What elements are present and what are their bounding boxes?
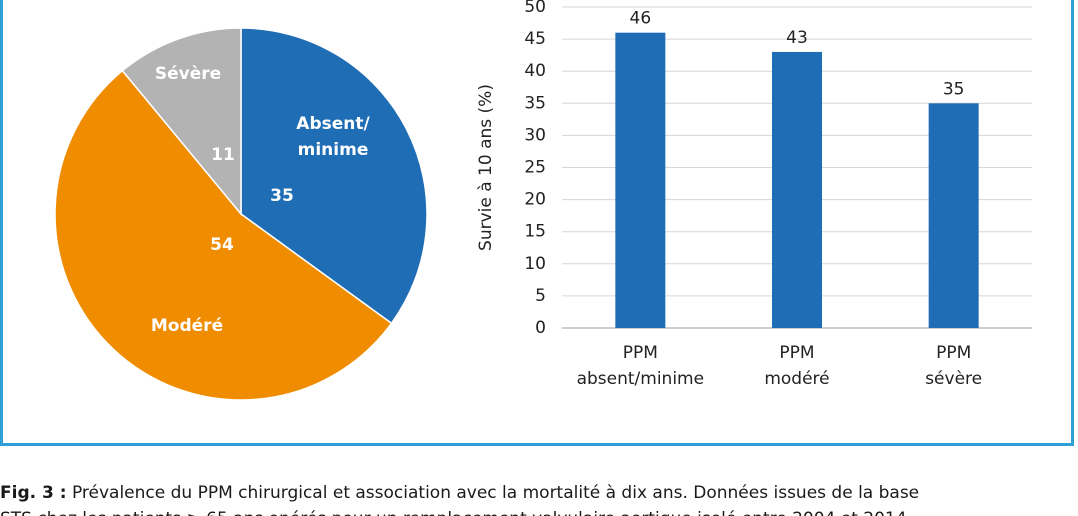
y-tick-label: 5 xyxy=(535,286,546,306)
y-tick-label: 40 xyxy=(524,61,546,81)
figure-caption: Fig. 3 : Prévalence du PPM chirurgical e… xyxy=(0,480,1078,516)
bar-value-label: 35 xyxy=(943,79,965,99)
y-tick-label: 20 xyxy=(524,190,546,210)
y-tick-label: 35 xyxy=(524,93,546,113)
bar xyxy=(615,32,666,329)
pie-chart: 35 Absent/minime 54 Modéré 11 Sévère xyxy=(54,27,428,401)
pie-value-label: 11 xyxy=(211,145,235,165)
pie-value-label: 35 xyxy=(270,186,294,206)
pie-value-label: 54 xyxy=(210,235,234,255)
caption-label: Fig. 3 : xyxy=(0,483,67,503)
y-tick-label: 25 xyxy=(524,158,546,178)
bar-value-label: 46 xyxy=(630,9,652,29)
bar xyxy=(928,103,979,328)
pie-slice xyxy=(240,27,428,325)
pie-slice xyxy=(54,69,393,401)
bar-chart: 0 5 10 15 20 25 30 35 40 45 50 Survie à 10 ans (%) 4… xyxy=(476,0,1032,389)
y-tick-label: 15 xyxy=(524,222,546,242)
caption-line-2: STS chez les patients ≥ 65 ans opérés po… xyxy=(0,506,1078,516)
pie-slice-label: Modéré xyxy=(151,316,223,336)
pie-slice xyxy=(121,27,242,217)
y-tick-label: 50 xyxy=(524,0,546,17)
pie-slice-label: Absent/minime xyxy=(296,114,370,160)
caption-line-1: Prévalence du PPM chirurgical et associa… xyxy=(71,483,920,503)
pie-slice-label: Sévère xyxy=(155,64,221,84)
y-tick-label: 45 xyxy=(524,29,546,49)
figure-frame xyxy=(0,0,1074,446)
y-tick-label: 30 xyxy=(524,125,546,145)
y-tick-label: 0 xyxy=(535,318,546,338)
bar xyxy=(772,51,822,328)
x-tick-label: PPM sévère xyxy=(925,343,982,389)
x-tick-label: PPM absent/minime xyxy=(577,343,705,389)
bar-value-label: 43 xyxy=(786,28,808,48)
y-tick-label: 10 xyxy=(524,254,546,274)
x-tick-label: PPM modéré xyxy=(764,343,829,389)
y-axis-title: Survie à 10 ans (%) xyxy=(476,84,496,251)
